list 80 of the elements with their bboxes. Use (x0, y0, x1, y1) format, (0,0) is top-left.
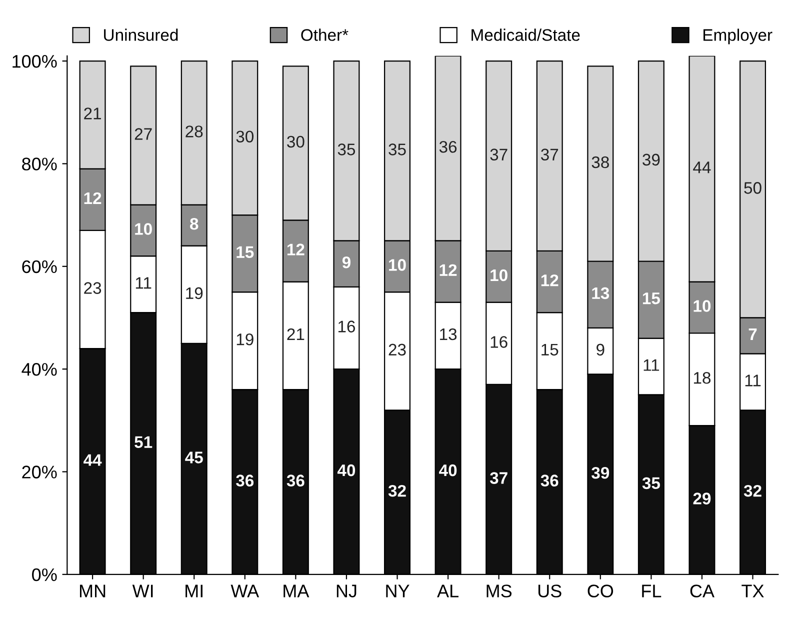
data-label: 37 (490, 472, 508, 484)
data-label: 18 (694, 372, 711, 384)
data-label: 50 (744, 182, 762, 194)
legend-label: Employer (704, 28, 772, 44)
data-label: 23 (84, 282, 102, 294)
y-tick-label: 100% (12, 54, 57, 68)
data-label: 39 (592, 466, 610, 479)
y-tick-label: 80% (22, 158, 57, 170)
x-tick-label: AL (437, 584, 458, 598)
data-label: 27 (134, 128, 152, 140)
data-label: 30 (236, 130, 254, 143)
data-label: 7 (748, 328, 757, 340)
y-tick-label: 0% (32, 568, 57, 582)
x-tick-label: MA (284, 584, 310, 598)
data-label: 19 (186, 287, 203, 300)
data-label: 36 (540, 474, 558, 487)
data-label: 10 (694, 300, 711, 312)
data-label: 36 (286, 474, 304, 487)
data-label: 16 (490, 336, 508, 348)
data-label: 32 (744, 484, 762, 497)
x-tick-label: MS (486, 584, 512, 598)
data-label: 11 (136, 277, 152, 289)
data-label: 11 (745, 374, 761, 386)
data-label: 21 (84, 108, 101, 120)
x-tick-label: MN (80, 584, 106, 598)
data-label: 12 (541, 274, 558, 286)
data-label: 15 (236, 246, 254, 258)
data-label: 28 (186, 126, 203, 138)
data-label: 30 (287, 136, 304, 148)
legend-label: Uninsured (104, 28, 178, 41)
data-label: 9 (596, 344, 604, 356)
data-label: 51 (134, 436, 152, 448)
data-label: 10 (389, 259, 406, 271)
data-label: 19 (236, 334, 254, 346)
data-label: 15 (542, 344, 558, 356)
x-tick-label: FL (642, 584, 662, 598)
x-tick-label: WA (230, 584, 260, 598)
data-label: 23 (388, 344, 406, 356)
y-tick-label: 40% (22, 363, 57, 376)
x-tick-label: CO (588, 584, 614, 598)
x-tick-label: WI (132, 584, 153, 598)
data-label: 13 (592, 287, 610, 300)
data-label: 38 (592, 156, 609, 168)
data-label: 35 (642, 477, 660, 490)
data-label: 11 (644, 359, 660, 371)
data-label: 39 (642, 154, 660, 166)
data-label: 44 (693, 162, 711, 174)
data-label: 37 (540, 148, 558, 160)
data-label: 36 (236, 474, 254, 487)
x-tick-label: CA (690, 584, 714, 598)
x-tick-label: NJ (336, 584, 356, 598)
y-tick-label: 60% (22, 260, 57, 274)
x-tick-label: NY (386, 584, 410, 598)
data-label: 40 (439, 464, 457, 476)
x-tick-label: MI (186, 584, 202, 598)
data-label: 15 (642, 292, 660, 304)
data-label: 10 (135, 223, 152, 235)
data-label: 44 (84, 454, 102, 466)
data-label: 12 (440, 264, 457, 276)
data-label: 37 (490, 148, 508, 160)
data-label: 16 (338, 320, 356, 332)
data-label: 35 (388, 144, 406, 156)
data-label: 8 (190, 218, 198, 230)
legend-label: Other* (301, 28, 348, 41)
data-label: 13 (440, 328, 457, 340)
data-label: 10 (490, 269, 508, 282)
data-label: 9 (342, 256, 350, 268)
data-label: 32 (388, 484, 406, 497)
data-label: 12 (287, 244, 304, 256)
x-tick-label: TX (742, 584, 764, 598)
data-label: 45 (185, 452, 203, 464)
data-label: 36 (439, 140, 457, 153)
x-tick-label: US (538, 584, 562, 598)
data-label: 40 (337, 464, 356, 476)
y-tick-label: 20% (22, 466, 57, 478)
data-label: 12 (84, 192, 102, 204)
legend-label: Medicaid/State (472, 28, 580, 41)
data-label: 29 (693, 492, 711, 504)
data-label: 21 (287, 328, 304, 340)
data-label: 35 (338, 144, 356, 156)
